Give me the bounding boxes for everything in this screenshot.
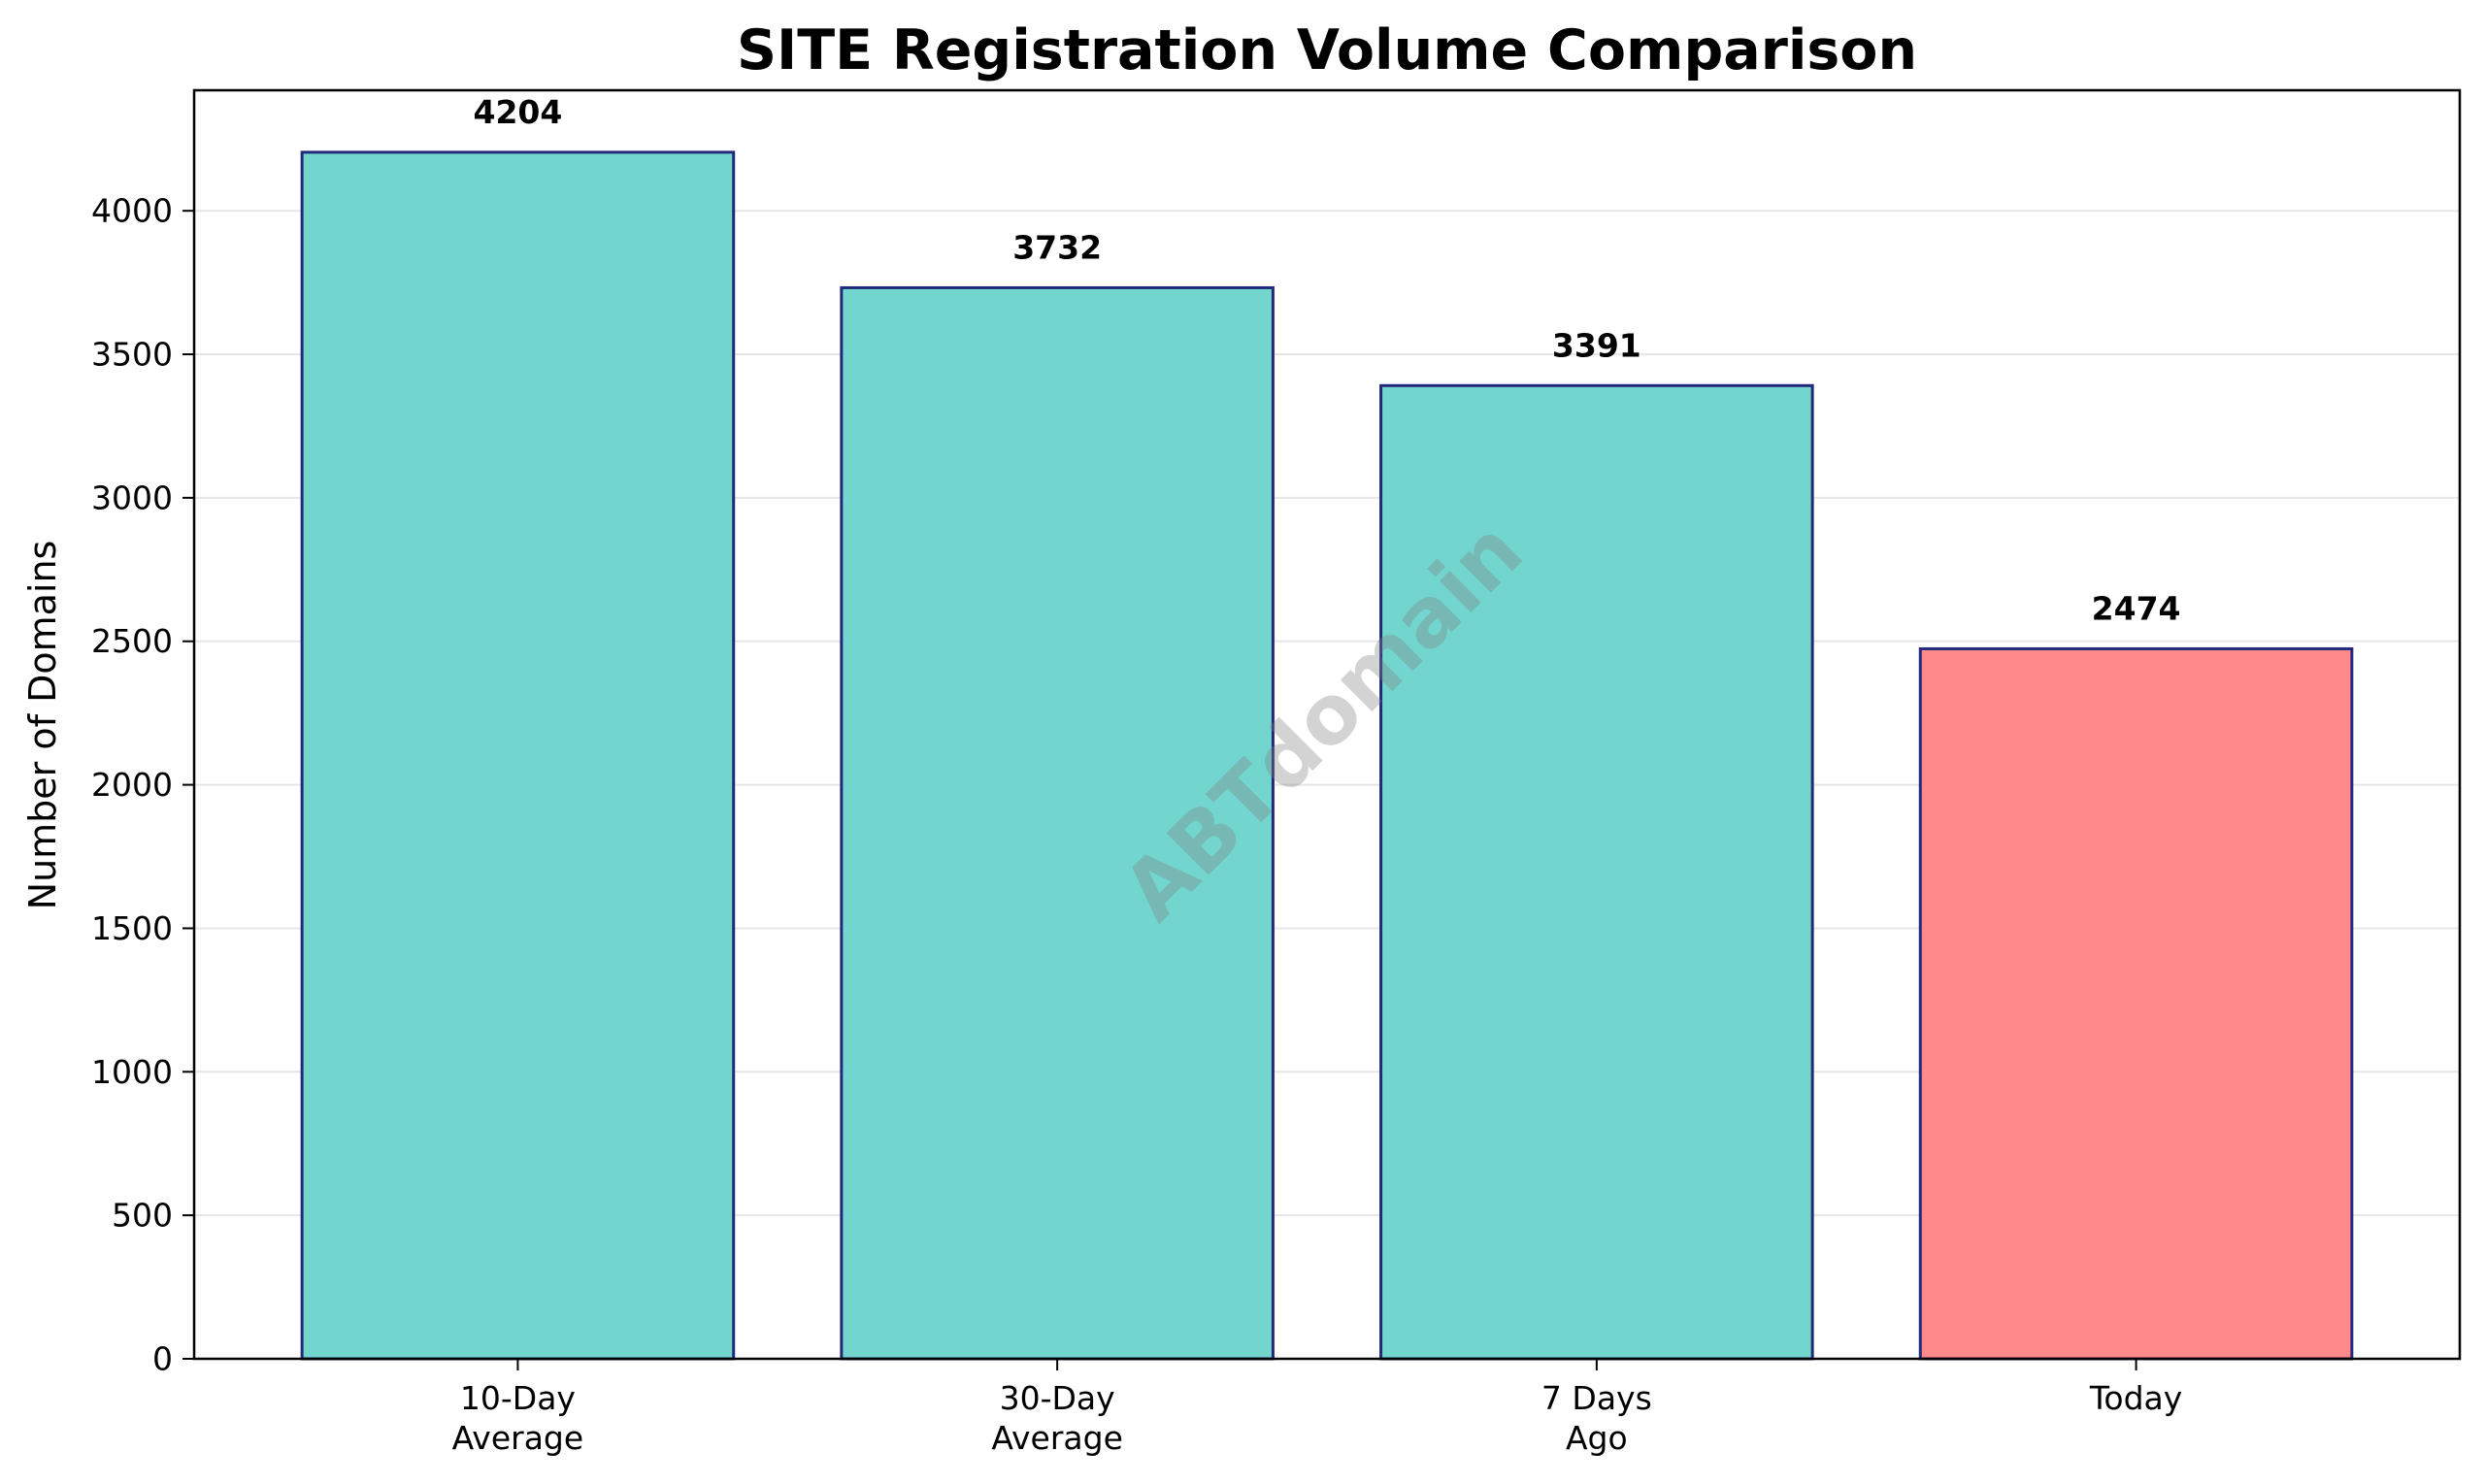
bar-value-label: 4204 [473, 93, 562, 131]
x-tick-label: 7 Days [1541, 1379, 1652, 1417]
axes-frame [192, 88, 2462, 1361]
y-tick-label: 3500 [91, 336, 173, 374]
y-axis-label: Number of Domains [21, 541, 64, 910]
y-tick-label: 2500 [91, 622, 173, 660]
bars [300, 150, 2354, 1361]
bar [840, 285, 1275, 1361]
x-tick-label: Average [991, 1419, 1123, 1457]
y-tick-label: 500 [112, 1197, 173, 1235]
x-tick-label: Average [452, 1419, 584, 1457]
x-tick-label: 30-Day [1000, 1379, 1115, 1417]
x-tick-label: Ago [1566, 1419, 1628, 1457]
bar [1918, 646, 2354, 1361]
y-tick-label: 4000 [91, 192, 173, 230]
y-axis-ticks: 0 500 1000 1500 2000 2500 3000 3500 4000 [91, 192, 194, 1378]
data-labels: 4204 3732 3391 2474 [473, 93, 2180, 628]
x-tick-label: Today [2089, 1379, 2182, 1417]
y-tick-label: 1500 [91, 909, 173, 947]
bar-value-label: 2474 [2092, 589, 2181, 627]
y-tick-label: 0 [152, 1340, 173, 1378]
y-tick-label: 3000 [91, 478, 173, 516]
bar-value-label: 3732 [1012, 228, 1102, 266]
bar [300, 150, 736, 1361]
chart-title: SITE Registration Volume Comparison [737, 18, 1917, 82]
y-tick-label: 1000 [91, 1053, 173, 1091]
bar-value-label: 3391 [1552, 326, 1641, 364]
x-tick-label: 10-Day [460, 1379, 576, 1417]
y-tick-label: 2000 [91, 766, 173, 804]
bar [1379, 383, 1814, 1361]
